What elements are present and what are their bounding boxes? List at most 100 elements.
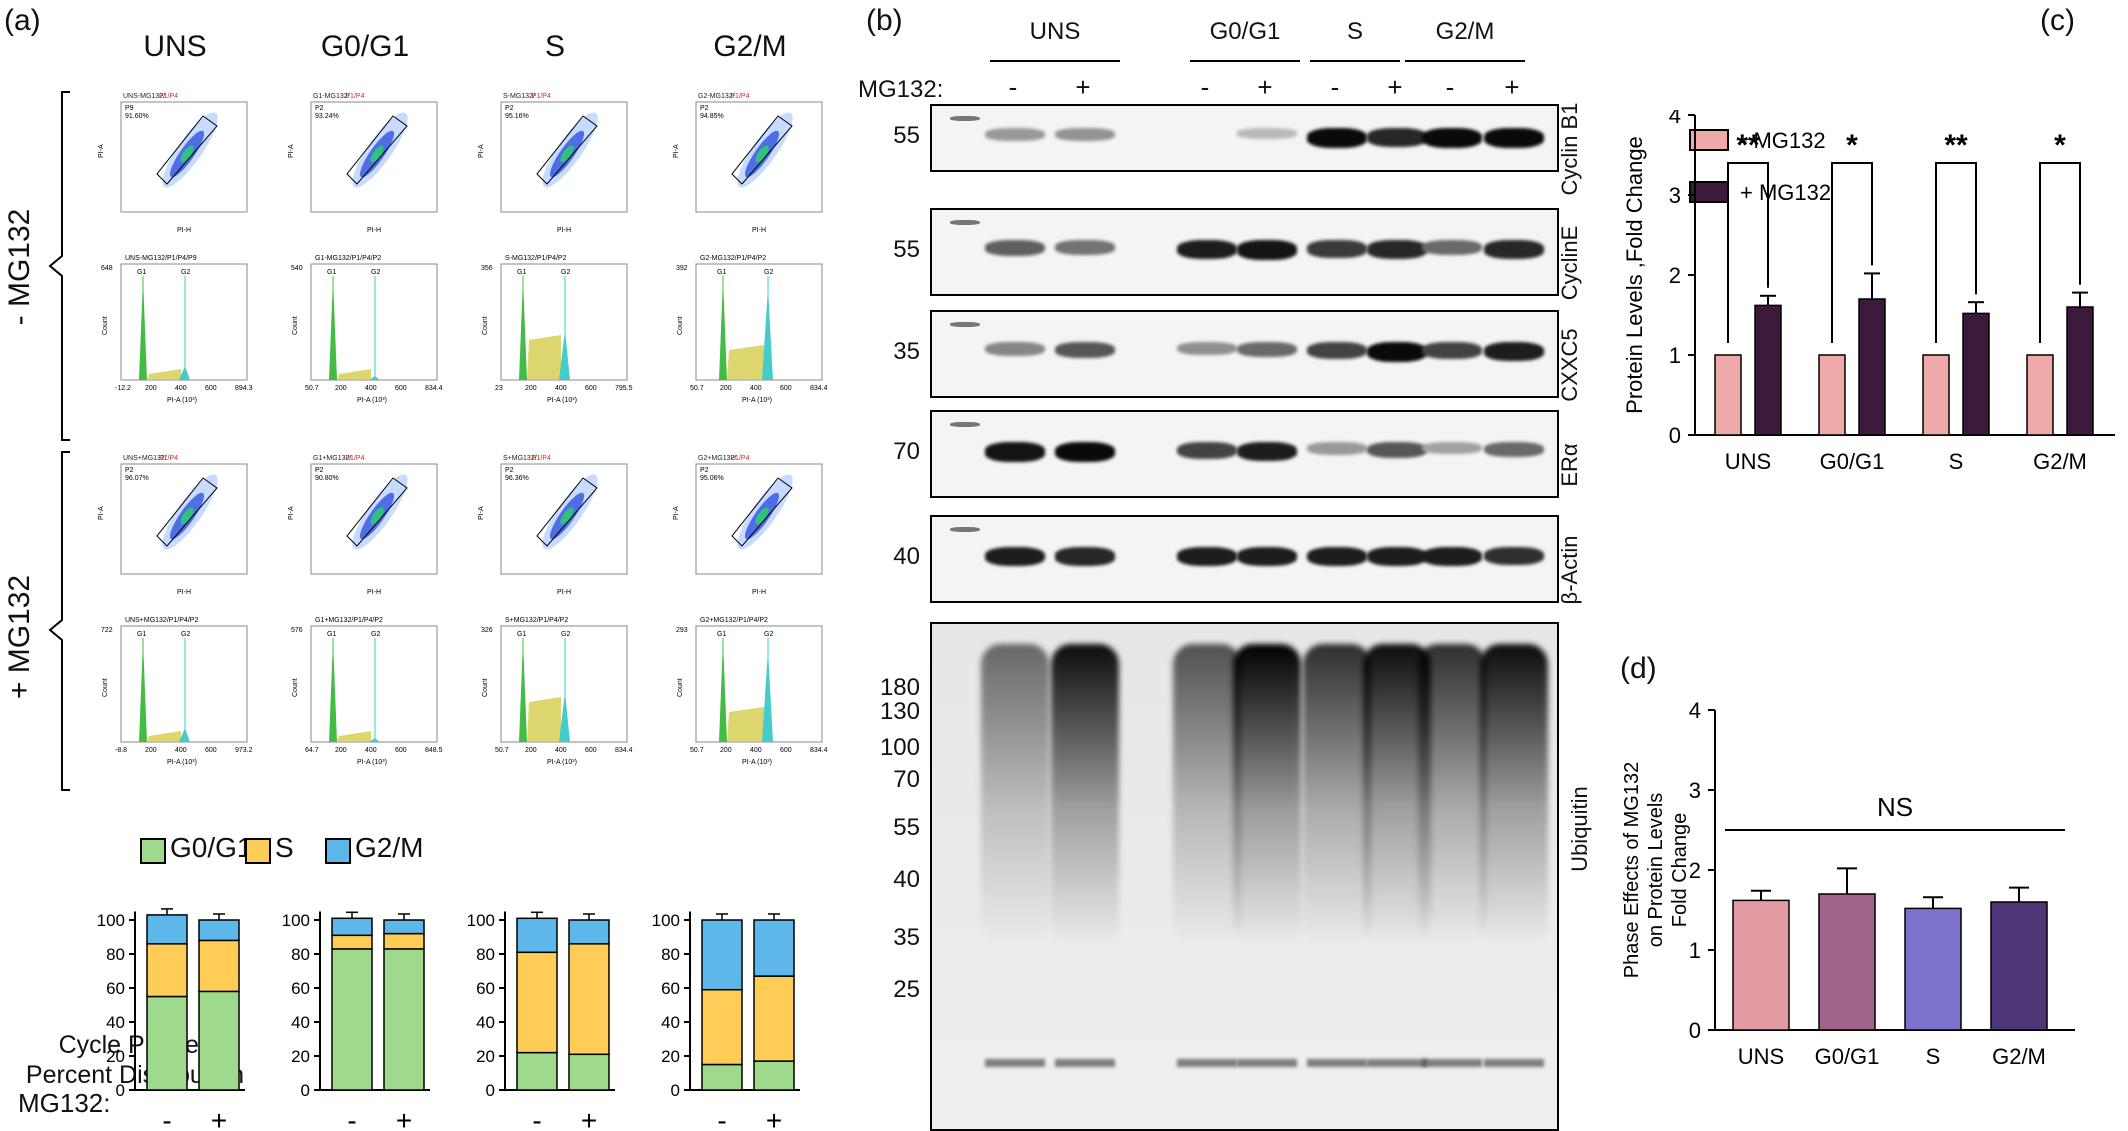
gate-percent: 95.16%	[505, 113, 529, 120]
sig-label: **	[1736, 129, 1760, 162]
hist-xtick: 50.7	[495, 747, 509, 754]
bar-3	[1990, 901, 2048, 1031]
bar-G0/G1	[516, 1051, 558, 1091]
g1-peak	[719, 640, 727, 742]
bar-S	[753, 975, 795, 1062]
s-region	[337, 731, 371, 742]
bar-0	[1732, 899, 1790, 1031]
band	[1307, 342, 1367, 359]
bar-G2/M	[383, 919, 425, 935]
hist-xlabel: PI-A (10³)	[167, 397, 197, 404]
legend-swatch-0	[1689, 129, 1729, 151]
ytick-label: 80	[106, 945, 125, 964]
bar-G2/M	[701, 919, 743, 991]
hist-xtick: 834.4	[615, 747, 633, 754]
gate-name: P9	[125, 105, 134, 112]
scatter-xlabel: PI-H	[557, 227, 571, 234]
gate-percent: 91.60%	[125, 113, 149, 120]
g2-peak	[762, 650, 773, 742]
s-region	[527, 335, 561, 380]
peak-g1: G1	[327, 631, 336, 638]
hist-xtick: 200	[145, 385, 157, 392]
hist-xtick: 50.7	[305, 385, 319, 392]
sign-label: -	[162, 1105, 171, 1129]
ytick-label: 80	[476, 945, 495, 964]
xtick-label: UNS	[1725, 449, 1771, 474]
blot-name-4: β-Actin	[1557, 535, 1582, 605]
legend-swatch-1	[245, 838, 271, 864]
hist-ylabel: Count	[482, 316, 489, 335]
bar-plus-mg132	[1858, 298, 1886, 436]
sig-label: **	[1944, 129, 1968, 162]
blot-marker-2: 35	[893, 338, 920, 365]
scatter-plot-1-3: G2+MG132/P1/P4 P2 95.06% PI-A PI-H	[670, 450, 828, 600]
scatter-plot-0-0: UNS-MG132/P1/P4 P9 91.60% PI-A PI-H	[95, 88, 253, 238]
bar-G2/M	[516, 917, 558, 954]
band	[1484, 442, 1544, 457]
xtick-label: S	[1949, 449, 1964, 474]
band	[1422, 547, 1482, 566]
ytick-label: 0	[116, 1081, 125, 1100]
scatter-plot-0-2: S-MG132/P1/P4 P2 95.16% PI-A PI-H	[475, 88, 633, 238]
bar-plus-mg132	[1962, 312, 1990, 436]
scatter-plot-1-0: UNS+MG132/P1/P4 P2 96.07% PI-A PI-H	[95, 450, 253, 600]
legend-label-1: + MG132	[1740, 180, 1831, 205]
band	[1307, 128, 1367, 148]
scatter-title: S-MG132/	[503, 93, 535, 100]
peak-g1: G1	[717, 631, 726, 638]
hist-ylabel: Count	[677, 678, 684, 697]
band	[1237, 442, 1297, 461]
panel-c-label: (c)	[2040, 4, 2075, 37]
hist-xlabel: PI-A (10³)	[547, 397, 577, 404]
blot-marker-1: 55	[893, 236, 920, 263]
band	[1484, 547, 1544, 565]
hist-xtick: 600	[585, 385, 597, 392]
scatter-hot	[560, 507, 574, 525]
ubiquitin-low-band	[1177, 1059, 1237, 1067]
ytick-label: 0	[486, 1081, 495, 1100]
ubiquitin-smear	[1173, 644, 1241, 944]
bar-G0/G1	[568, 1053, 610, 1091]
ubiquitin-smear	[1480, 644, 1548, 944]
peak-g2: G2	[371, 631, 380, 638]
histogram-0-3: G2-MG132/P1/P4/P2 392 50.7 200 400 600 834.4 PI…	[670, 250, 828, 405]
hist-title: UNS-MG132/P1/P4/P9	[125, 255, 197, 262]
gate-percent: 96.07%	[125, 475, 149, 482]
g1-peak	[139, 278, 147, 380]
lane-sign-1: +	[1075, 72, 1091, 102]
lane-sign-7: +	[1504, 72, 1520, 102]
band	[1177, 442, 1237, 459]
bracket-minus	[48, 91, 70, 441]
bar-G0/G1	[331, 948, 373, 1091]
gate-name: P2	[505, 105, 514, 112]
panel-b-label: (b)	[866, 4, 903, 37]
bar-minus-mg132	[1714, 354, 1742, 436]
scatter-title-gate: P1/P4	[730, 93, 749, 100]
sig-bracket	[1727, 162, 1769, 343]
ytick-label: 3	[1689, 778, 1701, 803]
hist-xtick: 848.5	[425, 747, 443, 754]
band	[1055, 128, 1115, 141]
lane-sign-2: -	[1200, 72, 1210, 102]
hist-xtick: 200	[145, 747, 157, 754]
histogram-1-1: G1+MG132/P1/P4/P2 576 64.7 200 400 600 848.5 PI…	[285, 612, 443, 767]
histogram-1-3: G2+MG132/P1/P4/P2 293 50.7 200 400 600 834.4 PI…	[670, 612, 828, 767]
band	[1055, 442, 1115, 462]
hist-xtick: 400	[555, 385, 567, 392]
g2-peak	[369, 376, 380, 380]
ytick-label: 60	[291, 979, 310, 998]
bar-minus-mg132	[1818, 354, 1846, 436]
scatter-ylabel: PI-A	[673, 506, 680, 520]
lane-sign-5: +	[1387, 72, 1403, 102]
ytick-label: 40	[661, 1013, 680, 1032]
ubiquitin-marker-7: 25	[893, 976, 920, 1003]
g2-peak	[762, 288, 773, 380]
blot-name-3: ERα	[1557, 443, 1582, 487]
band	[1177, 240, 1237, 259]
ytick-label: 100	[97, 911, 125, 930]
ytick-label: 60	[661, 979, 680, 998]
ubiquitin-low-band	[985, 1059, 1045, 1067]
